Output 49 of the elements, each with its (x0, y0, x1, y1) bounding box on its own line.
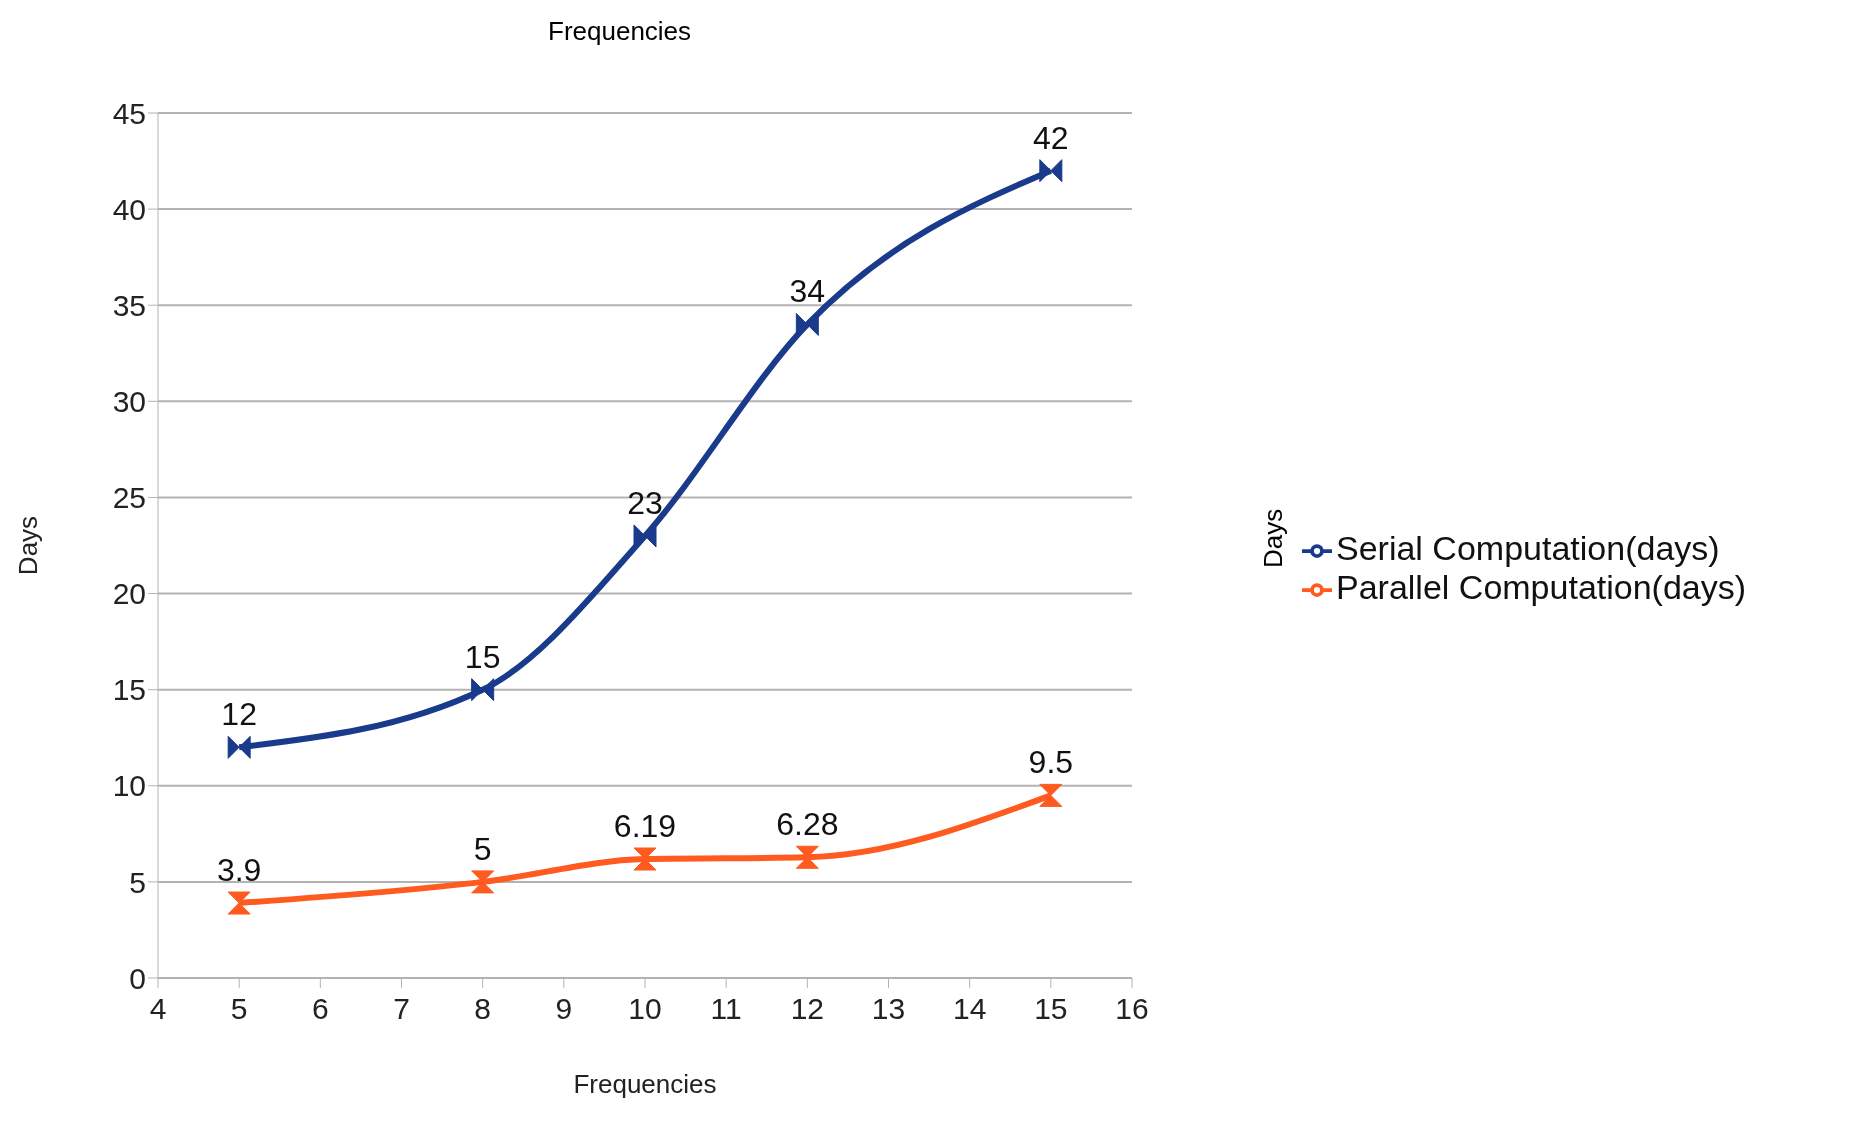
point (227, 735, 251, 759)
x-tick-label: 11 (710, 992, 742, 1026)
y2-axis-title: Days (1258, 508, 1289, 568)
data-label: 15 (464, 638, 501, 675)
point (471, 870, 495, 894)
data-label: 9.5 (1028, 744, 1074, 781)
x-tick-label: 13 (871, 992, 906, 1026)
y-tick-label: 30 (112, 384, 146, 418)
point (795, 312, 819, 336)
y-axis-title: Days (13, 515, 44, 576)
data-label: 23 (627, 484, 663, 521)
data-label: 3.9 (216, 852, 262, 889)
x-tick-label: 14 (952, 992, 987, 1026)
x-tick-label: 15 (1034, 992, 1068, 1026)
data-label: 6.19 (613, 808, 677, 845)
x-tick-label: 6 (311, 992, 329, 1026)
point (227, 891, 251, 915)
x-axis-title: Frequencies (573, 1069, 717, 1099)
y-tick-label: 20 (112, 577, 146, 611)
data-label: 5 (473, 830, 492, 867)
y-tick-label: 0 (129, 961, 146, 995)
y-tick-label: 45 (112, 96, 146, 130)
x-tick-label: 9 (555, 992, 573, 1026)
x-tick-label: 5 (230, 992, 248, 1026)
y-tick-label: 40 (112, 192, 146, 226)
point (1039, 159, 1063, 183)
data-label: 12 (221, 696, 257, 733)
x-tick-label: 10 (628, 992, 662, 1026)
data-label: 34 (789, 273, 826, 310)
x-tick-label: 7 (393, 992, 410, 1026)
point (633, 847, 657, 871)
data-label: 6.28 (776, 806, 839, 843)
point (633, 524, 657, 548)
legend-label: Serial Computation(days) (1336, 529, 1720, 567)
legend-label: Parallel Computation(days) (1336, 568, 1747, 606)
y-tick-label: 10 (112, 769, 146, 803)
x-tick-label: 8 (474, 992, 492, 1026)
y-tick-label: 15 (112, 673, 146, 707)
point (471, 678, 495, 702)
x-tick-label: 4 (149, 992, 167, 1026)
x-tick-label: 12 (790, 992, 825, 1026)
y-tick-label: 5 (129, 865, 146, 899)
point (1039, 783, 1063, 807)
x-tick-label: 16 (1115, 992, 1149, 1026)
data-label: 42 (1033, 119, 1069, 156)
y-tick-label: 35 (112, 288, 146, 322)
x2-axis-title: Frequencies (548, 16, 692, 47)
point (795, 845, 819, 869)
y-tick-label: 25 (112, 481, 146, 515)
